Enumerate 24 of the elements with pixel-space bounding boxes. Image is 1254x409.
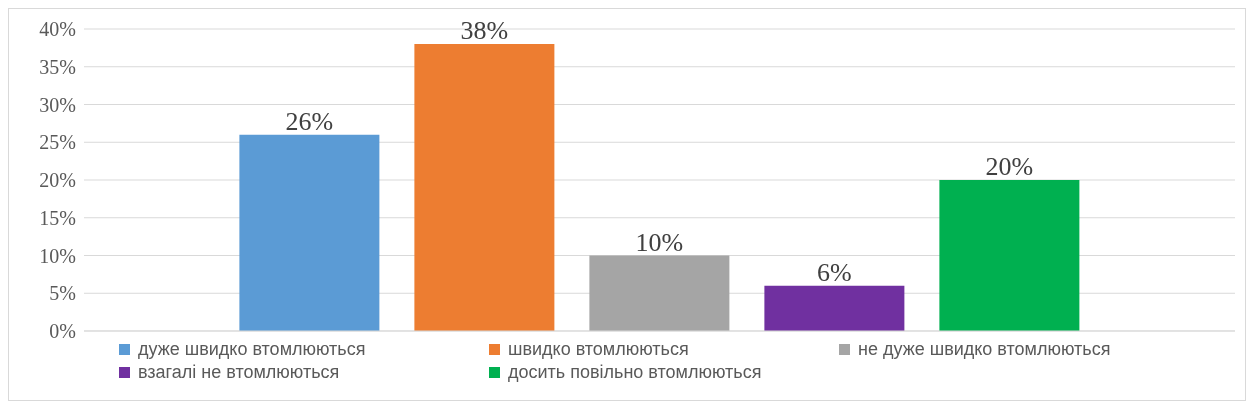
bar (939, 180, 1080, 331)
y-tick-label: 25% (39, 131, 76, 154)
y-tick-label: 20% (39, 169, 76, 192)
y-tick-label: 5% (49, 282, 76, 305)
data-label: 38% (460, 16, 509, 46)
data-label: 20% (985, 152, 1034, 181)
y-tick-label: 10% (39, 244, 76, 267)
legend-label: взагалі не втомлюються (138, 362, 340, 383)
y-tick-label: 30% (39, 93, 76, 116)
legend-label: швидко втомлюються (508, 339, 689, 360)
bar (239, 134, 380, 331)
y-tick-label: 40% (39, 18, 76, 41)
bar (414, 44, 555, 331)
legend-label: досить повільно втомлюються (508, 362, 762, 383)
legend-label: не дуже швидко втомлюються (858, 339, 1111, 360)
y-tick-label: 35% (39, 55, 76, 78)
data-label: 26% (285, 106, 334, 136)
y-tick-label: 15% (39, 206, 76, 229)
data-label: 10% (635, 227, 684, 257)
y-tick-label: 0% (49, 320, 76, 343)
bar (764, 285, 905, 331)
data-label: 6% (817, 257, 852, 287)
legend-label: дуже швидко втомлюються (138, 339, 366, 360)
bar (589, 255, 730, 331)
